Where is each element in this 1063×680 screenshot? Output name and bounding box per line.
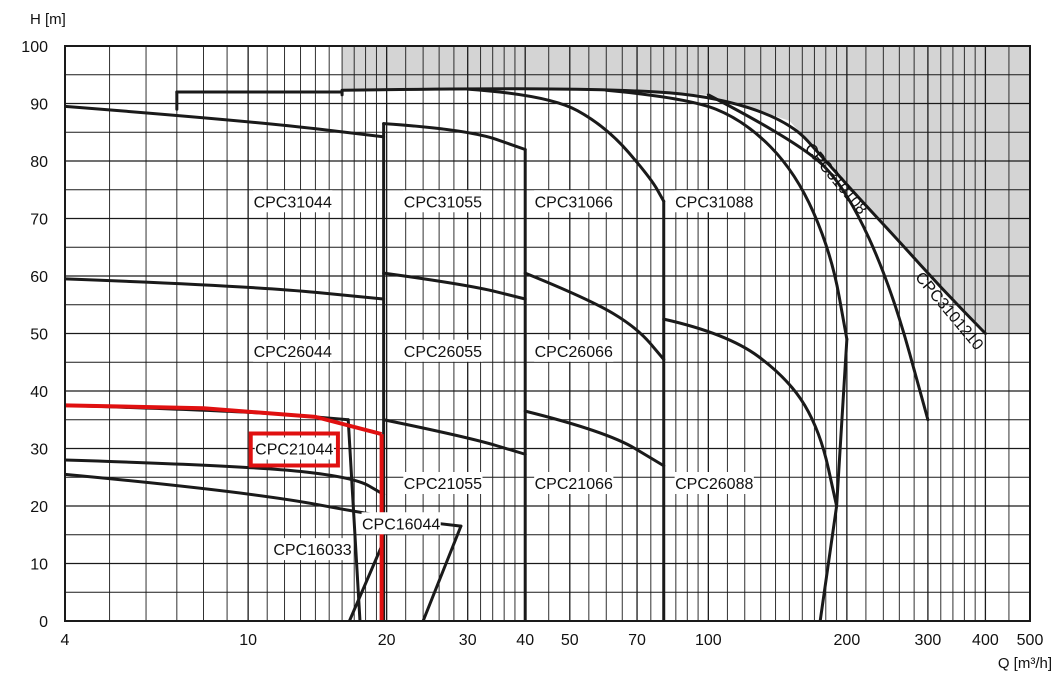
x-tick-label: 4 xyxy=(61,632,70,649)
y-axis-title: H [m] xyxy=(30,11,66,28)
y-tick-label: 20 xyxy=(30,499,48,516)
pump-curve xyxy=(382,122,527,151)
x-tick-label: 50 xyxy=(561,632,579,649)
region-label: CPC21066 xyxy=(535,476,613,493)
x-tick-label: 20 xyxy=(378,632,396,649)
pump-curve xyxy=(346,418,362,621)
x-tick-label: 70 xyxy=(628,632,646,649)
region-label: CPC31055 xyxy=(404,194,482,211)
pump-curve xyxy=(835,337,849,508)
region-label-background xyxy=(403,190,483,213)
region-label-background xyxy=(253,339,333,362)
region-label: CPC26088 xyxy=(675,476,753,493)
x-tick-label: 500 xyxy=(1017,632,1044,649)
region-label: CPC26066 xyxy=(535,344,613,361)
plot-frame xyxy=(64,45,1031,622)
y-tick-label: 90 xyxy=(30,97,48,114)
pump-curve xyxy=(466,87,666,203)
axis-ticks: 4 10 20 30 40 50 70 100 200 300 400 500 0 10 20 30 40 50 6… xyxy=(21,39,1043,649)
y-tick-label: 40 xyxy=(30,384,48,401)
region-label: CPC21055 xyxy=(404,476,482,493)
region-label-background xyxy=(403,339,483,362)
region-label-background xyxy=(403,472,483,494)
x-tick-label: 10 xyxy=(239,632,257,649)
region-label: CPC26055 xyxy=(404,344,482,361)
pump-curve xyxy=(706,93,930,422)
y-tick-label: 10 xyxy=(30,557,48,574)
pump-curve xyxy=(523,409,666,468)
region-label: CPC31044 xyxy=(254,194,332,211)
region-label-background xyxy=(254,437,334,460)
highlight-line xyxy=(64,403,383,437)
pump-curve xyxy=(523,271,666,361)
pump-curve xyxy=(340,87,987,335)
y-tick-label: 70 xyxy=(30,212,48,229)
pump-curve xyxy=(65,458,386,496)
pump-curve xyxy=(382,418,527,456)
region-label: CPC16033 xyxy=(273,542,351,559)
x-tick-label: 40 xyxy=(516,632,534,649)
grid-lines xyxy=(65,46,1030,621)
x-tick-label: 30 xyxy=(459,632,477,649)
pump-curve xyxy=(65,277,386,301)
pump-curve xyxy=(662,317,839,508)
region-label-background xyxy=(674,472,754,494)
x-tick-label: 100 xyxy=(695,632,722,649)
region-label-background xyxy=(674,190,754,213)
y-tick-label: 50 xyxy=(30,327,48,344)
region-label: CPC31066 xyxy=(535,194,613,211)
highlight-box xyxy=(248,431,340,468)
region-label-background xyxy=(534,472,614,494)
region-label: CPC21044 xyxy=(255,442,333,459)
pump-curve xyxy=(604,88,849,341)
region-label-background xyxy=(253,190,333,213)
x-tick-label: 400 xyxy=(972,632,999,649)
pump-curve xyxy=(347,544,384,621)
pump-curve xyxy=(65,104,386,139)
pump-curve xyxy=(421,524,463,621)
y-tick-label: 60 xyxy=(30,269,48,286)
region-label-background xyxy=(534,190,614,213)
x-axis-title: Q [m³/h] xyxy=(998,655,1052,672)
pump-curve xyxy=(382,271,527,301)
region-label: CPC31088 xyxy=(675,194,753,211)
region-label: CPC26044 xyxy=(254,344,332,361)
region-label: CPC16044 xyxy=(362,516,440,533)
x-tick-label: 300 xyxy=(915,632,942,649)
upper-right-shaded-area xyxy=(342,46,1030,334)
pump-curve xyxy=(818,504,839,621)
x-tick-label: 200 xyxy=(834,632,861,649)
region-label-background xyxy=(534,339,614,362)
region-label-background xyxy=(272,538,353,561)
y-tick-label: 80 xyxy=(30,154,48,171)
y-tick-label: 100 xyxy=(21,39,48,56)
region-label-background xyxy=(361,512,441,535)
y-tick-label: 30 xyxy=(30,442,48,459)
y-tick-label: 0 xyxy=(39,614,48,631)
